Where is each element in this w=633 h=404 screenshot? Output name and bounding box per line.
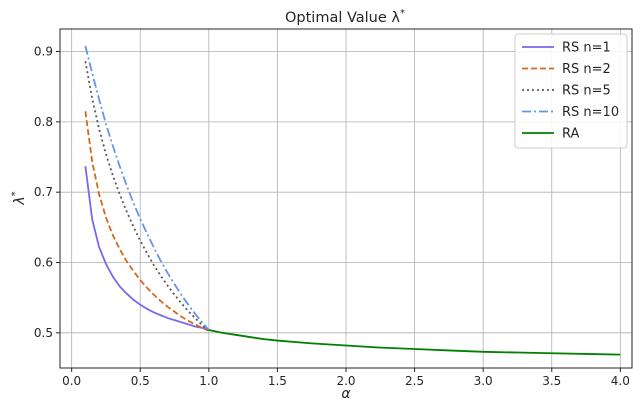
series-line-4 — [84, 45, 210, 331]
series-layer — [84, 45, 621, 356]
y-tick-label: 0.9 — [34, 45, 53, 59]
legend-label-4: RS n=10 — [562, 105, 619, 120]
x-axis-ticks: 0.0 0.5 1.0 1.5 2.0 2.5 3.0 3.5 4.0 — [62, 368, 630, 388]
series-line-5 — [208, 329, 621, 356]
x-axis-label: α — [341, 386, 351, 402]
legend-label-5: RA — [562, 127, 580, 142]
chart-title-main: Optimal Value λ — [285, 10, 400, 26]
series-line-3 — [84, 61, 210, 332]
x-tick-label: 4.0 — [611, 374, 630, 388]
x-tick-label: 0.5 — [131, 374, 150, 388]
chart-title-superscript: * — [400, 8, 405, 19]
x-tick-label: 3.5 — [542, 374, 561, 388]
y-axis-label-superscript: * — [10, 191, 21, 196]
chart-title: Optimal Value λ* — [285, 8, 405, 26]
y-axis-label: λ* — [10, 191, 28, 205]
series-line-2 — [84, 111, 210, 332]
y-tick-label: 0.5 — [34, 326, 53, 340]
legend: RS n=1 RS n=2 RS n=5 RS n=10 RA — [514, 33, 628, 149]
x-tick-label: 2.0 — [336, 374, 355, 388]
x-tick-label: 1.5 — [268, 374, 287, 388]
x-tick-label: 2.5 — [405, 374, 424, 388]
y-tick-label: 0.8 — [34, 115, 53, 129]
y-tick-label: 0.7 — [34, 185, 53, 199]
x-tick-label: 0.0 — [62, 374, 81, 388]
series-line-1 — [84, 166, 210, 331]
y-axis-ticks: 0.5 0.6 0.7 0.8 0.9 — [34, 45, 60, 340]
legend-label-3: RS n=5 — [562, 84, 611, 99]
y-axis-label-main: λ — [12, 196, 28, 205]
legend-label-1: RS n=1 — [562, 41, 611, 56]
legend-label-2: RS n=2 — [562, 62, 611, 77]
x-tick-label: 1.0 — [199, 374, 218, 388]
y-tick-label: 0.6 — [34, 256, 53, 270]
legend-box — [514, 33, 628, 149]
x-tick-label: 3.0 — [474, 374, 493, 388]
